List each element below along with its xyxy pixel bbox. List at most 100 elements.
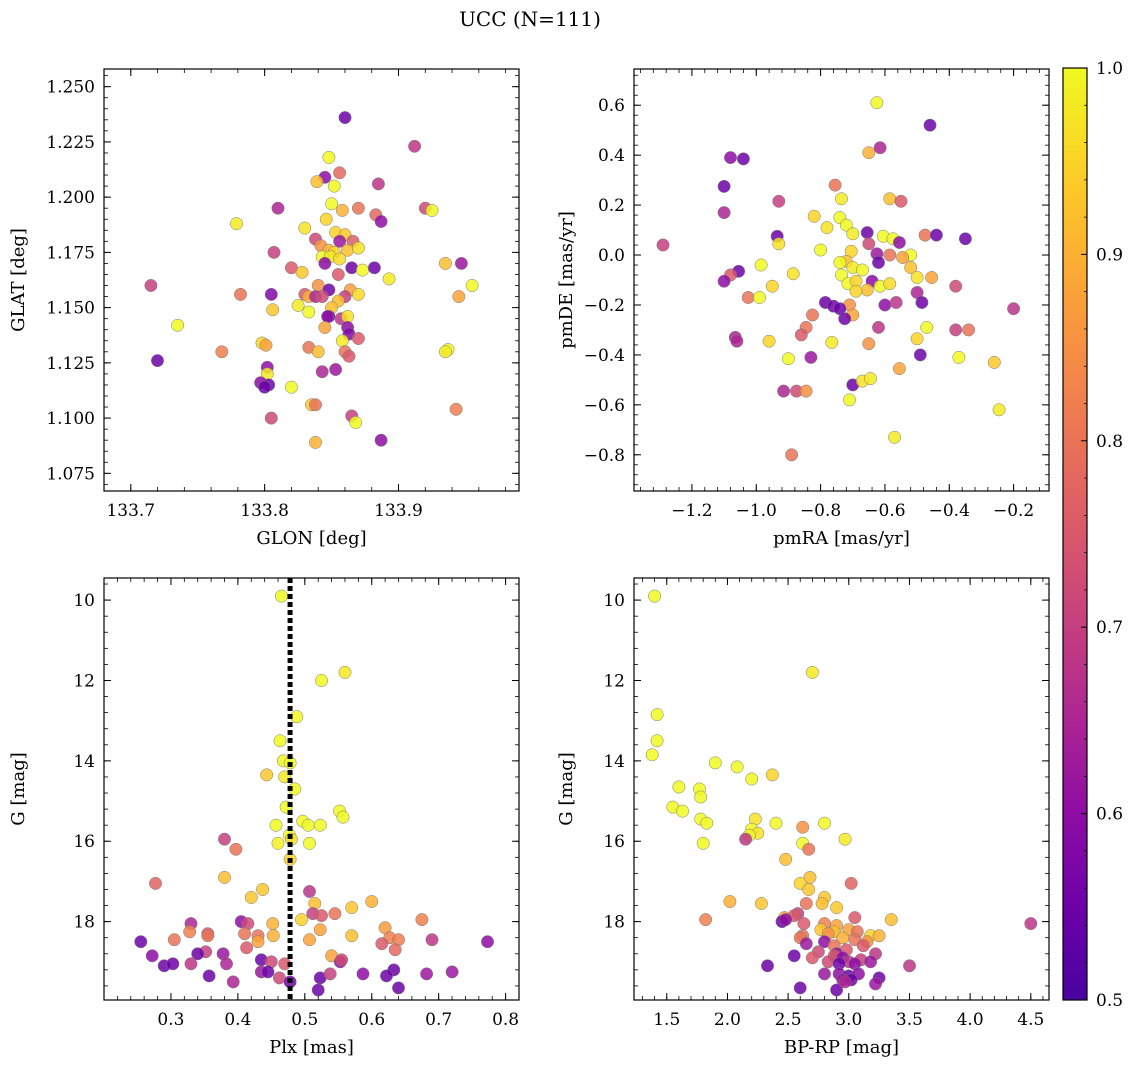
- x-tick-label: 0.5: [291, 1010, 318, 1030]
- scatter-point: [333, 234, 347, 248]
- x-tick-label: 0.6: [358, 1010, 385, 1030]
- scatter-point: [267, 245, 281, 259]
- scatter-point: [799, 937, 813, 951]
- scatter-point: [779, 913, 793, 927]
- scatter-point: [805, 665, 819, 679]
- scatter-point: [802, 883, 816, 896]
- axes-frame: [633, 68, 1050, 492]
- scatter-point: [672, 780, 686, 794]
- scatter-point: [481, 935, 494, 949]
- x-axis-label: GLON [deg]: [256, 528, 366, 549]
- colorbar-tick-label: 0.9: [1096, 245, 1123, 265]
- x-axis-label: BP-RP [mag]: [784, 1037, 899, 1058]
- scatter-point: [310, 175, 324, 189]
- scatter-point: [264, 287, 278, 301]
- scatter-point: [335, 203, 349, 217]
- scatter-point: [311, 345, 325, 359]
- scatter-point: [258, 380, 272, 394]
- x-axis-label: Plx [mas]: [269, 1037, 354, 1058]
- scatter-point: [365, 895, 379, 908]
- colorbar-tick-label: 0.6: [1096, 805, 1123, 825]
- scatter-point: [374, 215, 388, 228]
- scatter-point: [151, 354, 164, 368]
- scatter-point: [814, 243, 828, 257]
- scatter-point: [309, 435, 322, 449]
- scatter-point: [925, 271, 939, 284]
- scatter-point: [799, 384, 813, 398]
- scatter-point: [202, 969, 216, 983]
- scatter-point: [454, 256, 468, 270]
- scatter-point: [336, 810, 350, 824]
- scatter-point: [913, 348, 927, 362]
- scatter-point: [870, 96, 884, 110]
- scatter-point: [700, 816, 714, 830]
- colorbar-tick-label: 0.5: [1096, 991, 1123, 1011]
- scatter-point: [844, 876, 858, 890]
- scatter-point: [415, 913, 429, 927]
- scatter-point: [371, 177, 385, 191]
- scatter-point: [872, 320, 885, 334]
- scatter-point: [730, 334, 744, 348]
- scatter-point: [804, 350, 818, 364]
- scatter-point: [425, 203, 439, 217]
- scatter-point: [226, 975, 240, 989]
- scatter-points: [144, 111, 479, 449]
- scatter-point: [772, 237, 786, 251]
- scatter-point: [739, 832, 753, 846]
- scatter-point: [794, 328, 808, 342]
- scatter-point: [838, 832, 852, 846]
- scatter-point: [315, 290, 329, 304]
- scatter-point: [335, 953, 349, 967]
- scatter-point: [338, 665, 352, 679]
- scatter-point: [761, 959, 774, 973]
- scatter-point: [238, 927, 252, 941]
- scatter-point: [830, 901, 844, 915]
- scatter-point: [741, 291, 755, 304]
- scatter-points: [656, 96, 1021, 462]
- scatter-point: [342, 349, 356, 363]
- scatter-point: [883, 248, 897, 262]
- x-tick-label: 1.5: [653, 1010, 680, 1030]
- scatter-point: [896, 251, 910, 264]
- scatter-point: [843, 393, 856, 407]
- scatter-point: [244, 891, 258, 904]
- x-tick-label: −0.8: [800, 501, 841, 521]
- scatter-point: [825, 335, 839, 349]
- y-tick-label: 14: [603, 752, 625, 772]
- x-tick-label: 0.4: [224, 1010, 251, 1030]
- colorbar-gradient: [1063, 68, 1087, 1000]
- scatter-point: [184, 957, 198, 971]
- scatter-point: [220, 957, 233, 971]
- scatter-point: [724, 151, 737, 165]
- scatter-point: [333, 166, 347, 180]
- scatter-point: [1007, 302, 1021, 316]
- y-tick-label: 1.250: [46, 78, 95, 98]
- scatter-point: [315, 365, 329, 379]
- scatter-point: [351, 332, 365, 345]
- scatter-point: [864, 955, 878, 969]
- scatter-point: [805, 951, 819, 965]
- scatter-point: [1024, 917, 1038, 931]
- y-tick-label: 1.225: [46, 133, 95, 153]
- scatter-point: [889, 296, 903, 309]
- scatter-point: [903, 959, 916, 973]
- scatter-point: [884, 913, 898, 927]
- y-tick-label: 18: [603, 913, 625, 933]
- scatter-point: [420, 967, 434, 981]
- scatter-point: [717, 274, 731, 288]
- scatter-point: [949, 279, 963, 293]
- scatter-point: [273, 734, 287, 748]
- colorbar-tick-label: 1.0: [1096, 59, 1123, 79]
- scatter-point: [311, 983, 325, 997]
- scatter-point: [696, 836, 710, 850]
- scatter-point: [331, 268, 345, 281]
- scatter-point: [271, 836, 285, 850]
- scatter-point: [730, 760, 744, 774]
- x-axis-label: pmRA [mas/yr]: [773, 528, 910, 549]
- scatter-point: [992, 403, 1006, 417]
- scatter-point: [166, 957, 180, 971]
- x-tick-label: −0.2: [993, 501, 1034, 521]
- scatter-point: [821, 955, 835, 969]
- scatter-point: [295, 913, 308, 927]
- scatter-point: [753, 291, 766, 304]
